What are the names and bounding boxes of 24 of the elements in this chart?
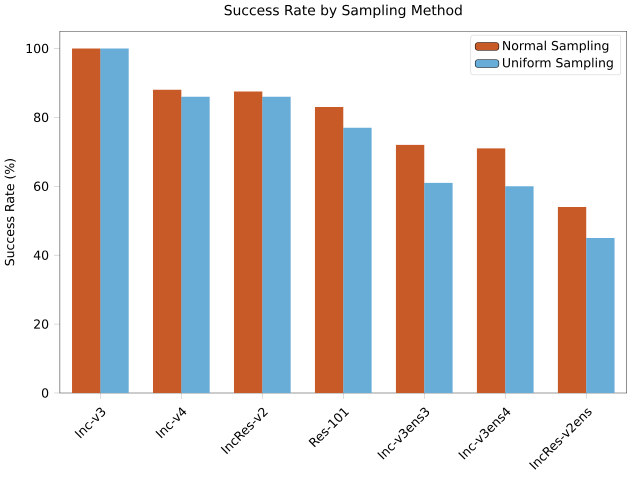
- bar: [505, 186, 534, 393]
- bar: [72, 48, 100, 393]
- y-axis-title: Success Rate (%): [4, 158, 16, 266]
- bar: [100, 48, 129, 393]
- bar: [234, 91, 262, 393]
- chart-title: Success Rate by Sampling Method: [224, 4, 462, 18]
- y-tick-label: 40: [34, 250, 48, 260]
- y-tick-label: 60: [34, 181, 48, 191]
- bar: [424, 182, 453, 393]
- bar: [314, 106, 344, 393]
- bar: [181, 96, 210, 393]
- y-tick-label: 100: [26, 44, 48, 54]
- bar: [262, 96, 291, 393]
- legend-label: Uniform Sampling: [502, 58, 613, 70]
- y-tick-label: 80: [34, 112, 48, 122]
- bar: [558, 206, 586, 393]
- bar: [396, 144, 424, 393]
- legend-label: Normal Sampling: [503, 40, 608, 53]
- y-tick-label: 0: [42, 388, 48, 398]
- bar: [586, 238, 615, 393]
- bar: [343, 128, 372, 393]
- bar: [476, 148, 506, 393]
- y-tick-label: 20: [34, 319, 48, 329]
- bar: [152, 90, 182, 393]
